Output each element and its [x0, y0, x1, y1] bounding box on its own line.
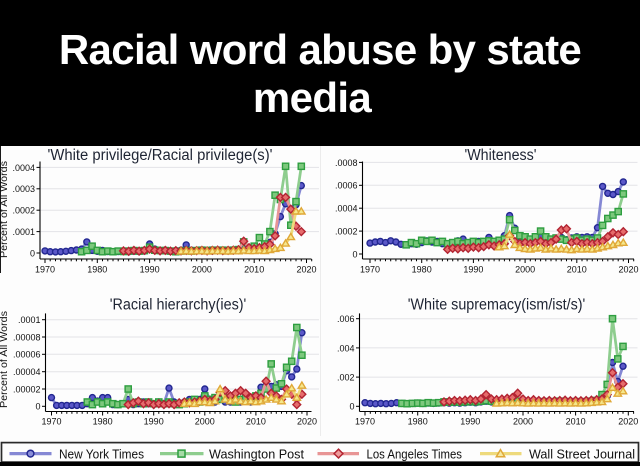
svg-text:1990: 1990: [460, 417, 480, 427]
svg-text:1990: 1990: [140, 265, 160, 275]
svg-text:1970: 1970: [41, 417, 61, 427]
svg-text:.004: .004: [337, 343, 355, 353]
svg-text:0: 0: [349, 402, 354, 412]
svg-text:1970: 1970: [360, 265, 380, 275]
svg-text:2000: 2000: [192, 265, 212, 275]
svg-text:Los Angeles Times: Los Angeles Times: [367, 447, 463, 461]
svg-text:.0002: .0002: [12, 206, 35, 216]
svg-text:1990: 1990: [144, 417, 164, 427]
svg-text:2020: 2020: [618, 417, 638, 427]
svg-text:1990: 1990: [463, 265, 483, 275]
svg-text:1980: 1980: [408, 417, 428, 427]
svg-text:.0004: .0004: [335, 204, 358, 214]
svg-text:1980: 1980: [93, 417, 113, 427]
svg-text:.00006: .00006: [13, 350, 41, 360]
svg-text:.00004: .00004: [13, 367, 41, 377]
svg-text:.0004: .0004: [12, 163, 35, 173]
svg-text:New York Times: New York Times: [59, 447, 144, 461]
svg-text:'White privilege/Racial privil: 'White privilege/Racial privilege(s)': [48, 147, 273, 164]
svg-text:1980: 1980: [87, 265, 107, 275]
svg-text:2020: 2020: [296, 265, 316, 275]
svg-text:.002: .002: [337, 373, 355, 383]
svg-text:2010: 2010: [566, 417, 586, 427]
svg-text:.0008: .0008: [335, 158, 358, 168]
svg-text:.0003: .0003: [12, 184, 35, 194]
svg-text:2000: 2000: [195, 417, 215, 427]
svg-text:'Racial hierarchy(ies)': 'Racial hierarchy(ies)': [110, 297, 247, 314]
svg-text:2010: 2010: [246, 417, 266, 427]
svg-text:2020: 2020: [618, 265, 638, 275]
svg-text:.0001: .0001: [12, 227, 35, 237]
svg-text:1970: 1970: [35, 265, 55, 275]
svg-text:Wall Street Journal: Wall Street Journal: [529, 447, 635, 461]
svg-text:Percent of All Words: Percent of All Words: [0, 161, 10, 258]
svg-text:Washington Post: Washington Post: [209, 447, 304, 461]
svg-text:.00008: .00008: [13, 332, 41, 342]
svg-text:0: 0: [35, 402, 40, 412]
svg-text:1980: 1980: [412, 265, 432, 275]
svg-text:2010: 2010: [567, 265, 587, 275]
svg-text:0: 0: [30, 248, 35, 258]
svg-text:2010: 2010: [244, 265, 264, 275]
svg-text:1970: 1970: [355, 417, 375, 427]
svg-text:0: 0: [352, 249, 357, 259]
svg-text:.00002: .00002: [13, 384, 41, 394]
svg-text:Percent of All Words: Percent of All Words: [0, 311, 10, 408]
svg-text:2000: 2000: [513, 417, 533, 427]
svg-text:.0001: .0001: [18, 315, 41, 325]
svg-text:2000: 2000: [515, 265, 535, 275]
svg-text:.0002: .0002: [335, 227, 358, 237]
svg-text:.006: .006: [337, 314, 355, 324]
svg-text:'Whiteness': 'Whiteness': [465, 147, 537, 164]
svg-text:'White supremacy(ism/ist/s)': 'White supremacy(ism/ist/s)': [408, 297, 586, 314]
svg-text:2020: 2020: [297, 417, 317, 427]
svg-text:.0006: .0006: [335, 181, 358, 191]
